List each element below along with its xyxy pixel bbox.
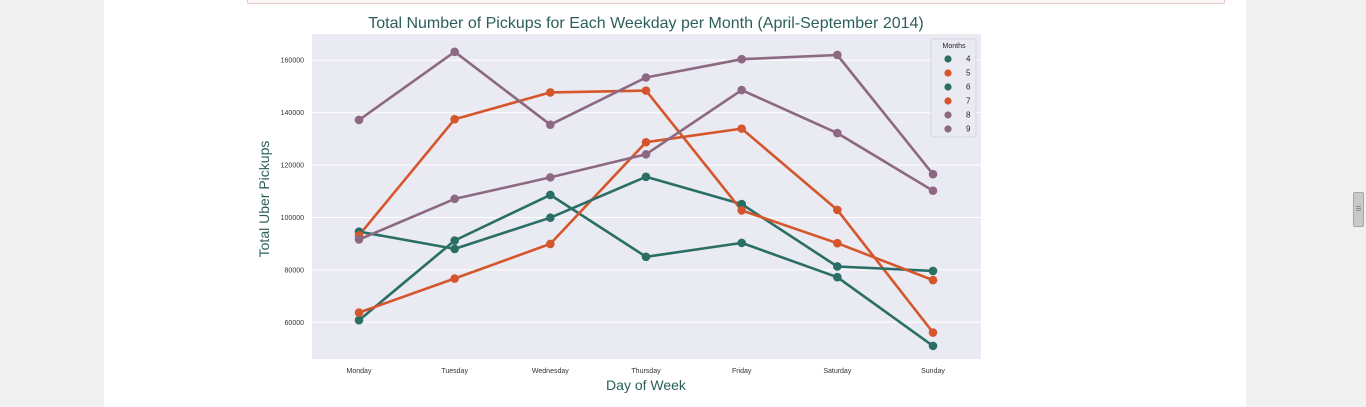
legend-marker-8: [944, 111, 952, 119]
y-tick-label: 120000: [281, 163, 304, 170]
data-point-5: [737, 124, 746, 133]
legend-label-4: 4: [966, 55, 971, 64]
legend-marker-9: [944, 125, 952, 133]
data-point-4: [546, 190, 555, 200]
data-point-4: [354, 315, 364, 325]
x-tick-label: Thursday: [631, 368, 661, 375]
y-tick-label: 80000: [285, 267, 305, 274]
data-point-7: [833, 238, 842, 248]
legend-marker-6: [944, 83, 952, 91]
x-tick-label: Saturday: [823, 368, 852, 375]
y-tick-label: 100000: [281, 215, 304, 222]
data-point-8: [737, 85, 746, 95]
x-tick-label: Monday: [347, 368, 372, 375]
data-point-8: [641, 150, 651, 159]
data-point-5: [450, 274, 459, 283]
data-point-9: [546, 120, 555, 129]
y-axis-label: Total Uber Pickups: [256, 141, 272, 258]
data-point-9: [641, 73, 651, 82]
data-point-6: [928, 266, 938, 276]
chart-title: Total Number of Pickups for Each Weekday…: [368, 15, 924, 32]
data-point-7: [546, 88, 555, 97]
data-point-5: [354, 308, 364, 317]
data-point-8: [928, 186, 938, 196]
data-point-8: [546, 173, 555, 182]
legend-marker-5: [944, 69, 952, 77]
x-tick-label: Sunday: [921, 368, 945, 375]
data-point-6: [833, 262, 842, 271]
legend-label-6: 6: [966, 83, 971, 92]
data-point-4: [450, 236, 459, 245]
legend-box: [930, 38, 977, 138]
data-point-9: [833, 50, 842, 60]
legend-title: Months: [943, 43, 966, 50]
data-point-4: [641, 252, 651, 262]
legend-label-7: 7: [966, 97, 971, 106]
data-point-5: [546, 239, 555, 249]
y-tick-label: 60000: [285, 320, 305, 327]
legend-label-8: 8: [966, 111, 971, 120]
data-point-8: [833, 128, 842, 138]
x-tick-label: Friday: [732, 368, 752, 375]
data-point-6: [641, 172, 651, 182]
data-point-9: [354, 115, 364, 125]
data-point-4: [833, 272, 842, 282]
data-point-8: [450, 194, 459, 204]
legend-marker-7: [944, 97, 952, 105]
x-tick-label: Wednesday: [532, 368, 569, 375]
previous-cell-output: [247, 0, 1225, 4]
y-tick-label: 160000: [281, 58, 304, 65]
legend-label-9: 9: [966, 125, 971, 134]
data-point-5: [641, 137, 651, 147]
data-point-7: [737, 206, 746, 215]
data-point-6: [737, 199, 746, 209]
legend-marker-4: [944, 55, 952, 63]
data-point-6: [546, 213, 555, 223]
x-tick-label: Tuesday: [441, 368, 468, 375]
data-point-9: [737, 54, 746, 64]
data-point-6: [450, 244, 459, 254]
y-tick-label: 140000: [281, 110, 304, 117]
data-point-7: [928, 275, 938, 285]
legend: Months 4 5 6 7 8 9: [930, 38, 977, 138]
scrollbar-thumb[interactable]: [1353, 192, 1364, 227]
data-point-9: [928, 169, 938, 179]
data-point-9: [450, 47, 459, 57]
data-point-7: [450, 114, 459, 124]
data-point-7: [641, 86, 651, 95]
data-point-4: [928, 341, 938, 351]
data-point-5: [928, 328, 938, 337]
data-point-4: [737, 238, 746, 248]
legend-label-5: 5: [966, 69, 971, 78]
x-axis-label: Day of Week: [606, 377, 687, 393]
data-point-5: [833, 205, 842, 215]
data-point-8: [354, 235, 364, 244]
